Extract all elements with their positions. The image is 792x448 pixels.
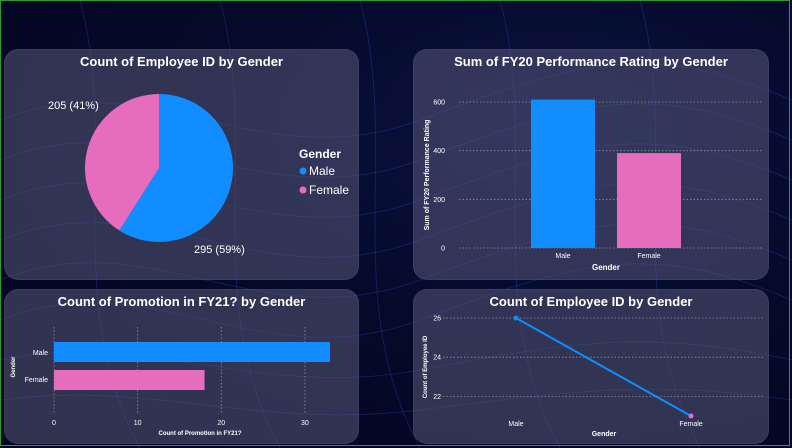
pie-slice-female[interactable]	[84, 94, 159, 231]
vbar-y-tick-label: 400	[433, 148, 445, 155]
hbar-y-category-male: Male	[33, 350, 48, 357]
line-x-axis-title: Gender	[592, 431, 617, 438]
pie-chart: 295 (59%) 205 (41%) Gender Male Female	[48, 94, 349, 256]
line-y-axis-title: Count of Employee ID	[423, 335, 429, 398]
vertical-bar-chart-card[interactable]: Sum of FY20 Performance Rating by Gender…	[413, 49, 769, 280]
vbar-chart-title: Sum of FY20 Performance Rating by Gender	[454, 54, 728, 69]
hbar-x-tick-label: 30	[301, 420, 309, 427]
legend-female-marker	[299, 186, 307, 194]
vbar-y-tick-label: 600	[433, 100, 445, 107]
hbar-x-axis-title: Count of Promotion in FY21?	[159, 431, 242, 437]
pie-chart-title: Count of Employee ID by Gender	[80, 54, 283, 69]
hbar-x-tick-label: 20	[217, 420, 225, 427]
line-point-female[interactable]	[688, 413, 694, 419]
vbar-y-tick-label: 200	[433, 197, 445, 204]
line-chart-title: Count of Employee ID by Gender	[489, 294, 693, 309]
legend-title: Gender	[299, 147, 341, 161]
line-y-tick-label: 24	[433, 355, 441, 362]
hbar-y-category-female: Female	[25, 377, 48, 384]
line-y-tick-label: 26	[433, 316, 441, 323]
pie-slice-male[interactable]	[119, 94, 233, 242]
line-point-male[interactable]	[513, 315, 519, 321]
legend-male-label: Male	[309, 164, 335, 178]
vbar-x-axis-title: Gender	[592, 263, 620, 272]
horizontal-bar-chart: 0 10 20 30 Male Female Count of Promotion i…	[11, 327, 330, 437]
vbar-bar-female[interactable]	[617, 153, 681, 248]
hbar-chart-title: Count of Promotion in FY21? by Gender	[57, 294, 306, 309]
hbar-bar-female[interactable]	[54, 370, 205, 390]
horizontal-bar-chart-card[interactable]: Count of Promotion in FY21? by Gender 0 1…	[4, 289, 359, 444]
hbar-x-tick-label: 10	[134, 420, 142, 427]
legend-male-marker	[299, 167, 307, 175]
hbar-bar-male[interactable]	[54, 342, 330, 362]
vbar-y-axis-title: Sum of FY20 Performance Rating	[424, 120, 431, 231]
line-chart: 22 24 26 Male Female Gender Count of Emplo…	[423, 315, 763, 438]
pie-data-label-male: 295 (59%)	[194, 244, 245, 256]
vbar-y-tick-label: 0	[441, 246, 445, 253]
legend-female-label: Female	[309, 183, 349, 197]
hbar-x-tick-label: 0	[52, 420, 56, 427]
vbar-bar-male[interactable]	[531, 99, 595, 248]
vertical-bar-chart: 0 200 400 600 Male Female Gender Sum of FY2…	[424, 99, 763, 272]
line-series-path[interactable]	[515, 317, 692, 417]
line-x-category-male: Male	[508, 421, 523, 428]
line-y-tick-label: 22	[433, 394, 441, 401]
vbar-x-category-male: Male	[555, 253, 570, 260]
pie-data-label-female: 205 (41%)	[48, 100, 99, 112]
hbar-y-axis-title: Gender	[11, 356, 17, 378]
line-chart-card[interactable]: Count of Employee ID by Gender 22 24 26 Ma…	[413, 289, 769, 444]
line-x-category-female: Female	[679, 421, 702, 428]
pie-chart-card[interactable]: Count of Employee ID by Gender 295 (59%)…	[4, 49, 359, 280]
vbar-x-category-female: Female	[637, 253, 660, 260]
